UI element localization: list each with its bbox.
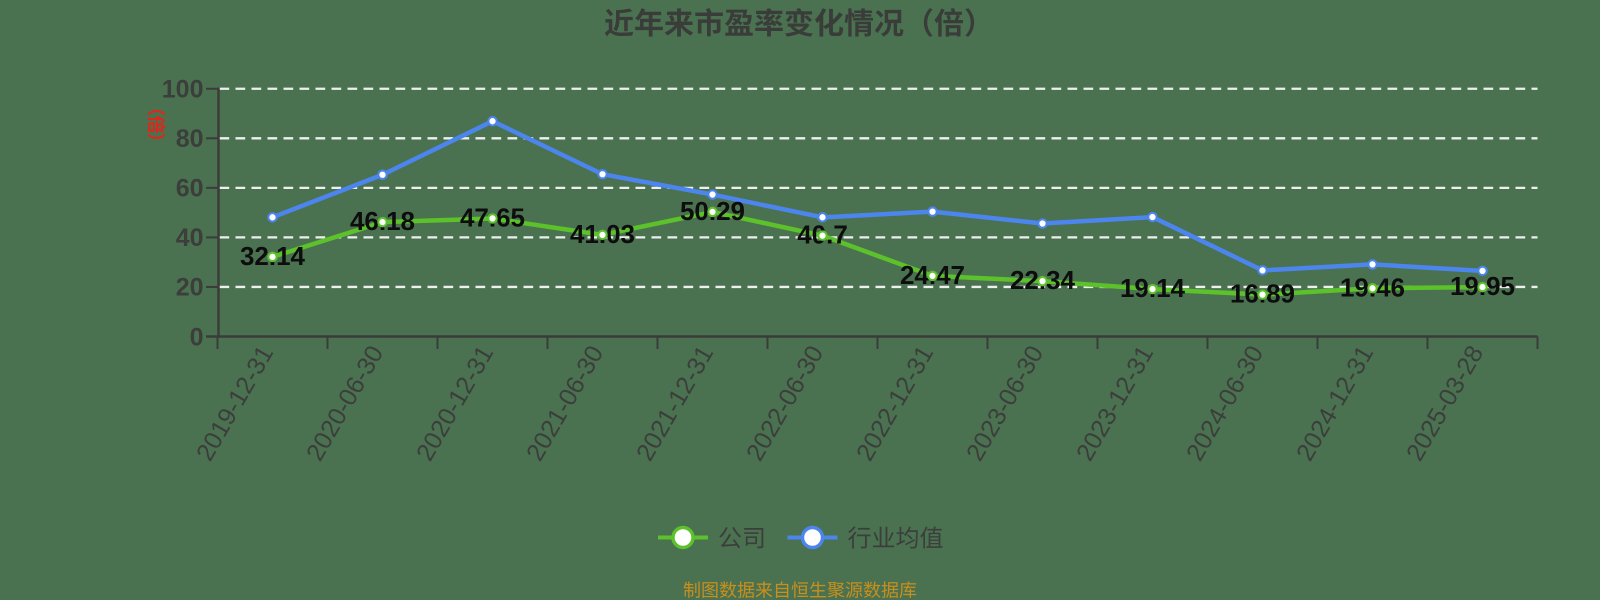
svg-text:40: 40	[176, 224, 204, 252]
svg-text:0: 0	[190, 323, 204, 351]
svg-text:100: 100	[162, 76, 204, 104]
svg-text:60: 60	[176, 175, 204, 203]
svg-text:80: 80	[176, 125, 204, 153]
svg-text:20: 20	[176, 274, 204, 302]
